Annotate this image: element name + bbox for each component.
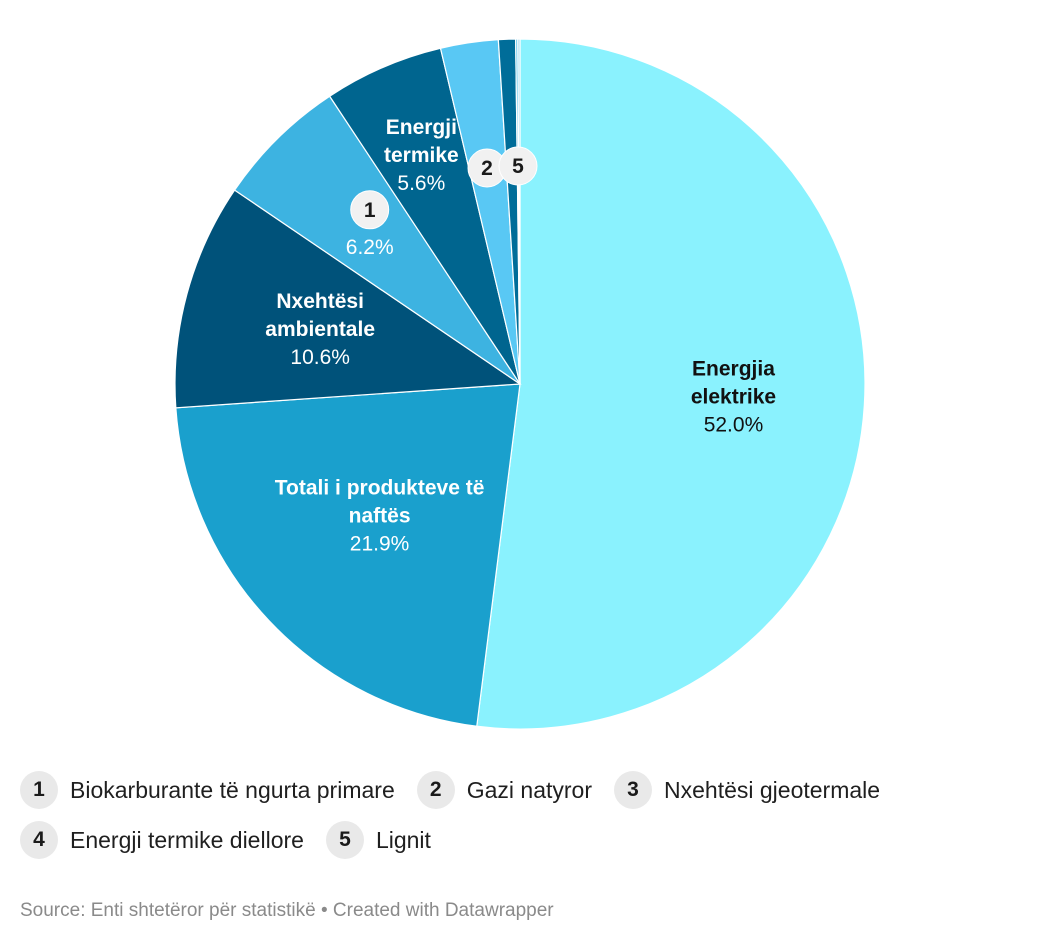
legend-badge: 4 xyxy=(20,821,58,859)
slice-badge-1: 1 xyxy=(364,199,376,222)
legend: 1 Biokarburante të ngurta primare 2 Gazi… xyxy=(20,768,1020,868)
slice-value-nxehtesi-ambientale: 10.6% xyxy=(290,346,350,369)
slice-label-produktet-naftes: Totali i produkteve të xyxy=(275,477,485,500)
legend-badge: 5 xyxy=(325,821,364,859)
slice-value-energjia-elektrike: 52.0% xyxy=(704,413,764,436)
legend-label: Biokarburante të ngurta primare xyxy=(70,776,395,803)
slice-label-nxehtesi-ambientale: Nxehtësi xyxy=(276,290,364,313)
pie-slice-biokarburante xyxy=(233,95,521,385)
slice-value-biokarburante: 6.2% xyxy=(346,236,394,259)
legend-label: Nxehtësi gjeotermale xyxy=(664,776,881,803)
legend-item-2: 2 Gazi natyror xyxy=(416,771,592,809)
legend-item-1: 1 Biokarburante të ngurta primare xyxy=(20,771,395,809)
slice-label-energji-termike: termike xyxy=(384,144,459,167)
slice-label-nxehtesi-ambientale: ambientale xyxy=(265,318,375,341)
pie-slice-lignit xyxy=(517,38,521,385)
slice-value-produktet-naftes: 21.9% xyxy=(350,533,410,556)
pie-slice-nxehtesi-ambientale xyxy=(174,189,522,409)
legend-badge: 3 xyxy=(614,771,652,809)
slice-badge-1-circle xyxy=(350,190,390,230)
slice-label-energjia-elektrike: elektrike xyxy=(691,385,776,408)
source-note: Source: Enti shtetëror për statistikë • … xyxy=(20,900,554,921)
legend-label: Lignit xyxy=(375,826,431,853)
legend-label: Gazi natyror xyxy=(466,776,592,803)
legend-row: 1 Biokarburante të ngurta primare 2 Gazi… xyxy=(20,768,1020,812)
legend-badge: 2 xyxy=(416,771,455,809)
slice-label-produktet-naftes: naftës xyxy=(349,505,411,528)
legend-item-5: 5 Lignit xyxy=(325,821,431,859)
slice-badge-2: 2 xyxy=(481,157,493,180)
legend-item-4: 4 Energji termike diellore xyxy=(20,821,304,859)
legend-item-3: 3 Nxehtësi gjeotermale xyxy=(614,771,880,809)
slice-value-energji-termike: 5.6% xyxy=(397,172,445,195)
slice-label-energji-termike: Energji xyxy=(386,116,457,139)
pie-slice-energjia-elektrike xyxy=(476,38,866,730)
pie-slice-produktet-naftes xyxy=(175,383,521,727)
legend-label: Energji termike diellore xyxy=(70,826,304,853)
slice-label-energjia-elektrike: Energjia xyxy=(692,357,775,380)
slice-badge-5-circle xyxy=(498,146,538,186)
slice-badge-5: 5 xyxy=(512,155,524,178)
legend-row: 4 Energji termike diellore 5 Lignit xyxy=(20,818,1020,862)
pie-chart: Energjia elektrike 52.0% Totali i produktev… xyxy=(174,38,866,730)
legend-badge: 1 xyxy=(20,771,58,809)
